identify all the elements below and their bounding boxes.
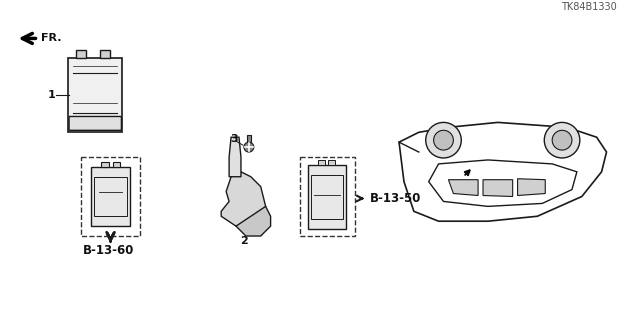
Polygon shape	[483, 180, 513, 196]
Bar	[300, 157, 355, 236]
Text: 1: 1	[47, 90, 55, 100]
Bar	[113, 162, 120, 167]
Text: 3: 3	[230, 134, 238, 144]
Text: TK84B1330: TK84B1330	[561, 2, 616, 12]
Text: B-13-50: B-13-50	[369, 192, 420, 205]
Bar	[81, 157, 140, 236]
Text: 2: 2	[240, 236, 248, 246]
Bar	[93, 177, 127, 216]
Circle shape	[544, 123, 580, 158]
Circle shape	[434, 130, 453, 150]
FancyBboxPatch shape	[69, 116, 122, 130]
Circle shape	[244, 142, 254, 152]
Circle shape	[426, 123, 461, 158]
Polygon shape	[221, 172, 266, 226]
Bar	[76, 50, 86, 58]
Polygon shape	[449, 180, 478, 196]
Polygon shape	[518, 179, 545, 196]
Bar	[247, 135, 251, 142]
Polygon shape	[229, 137, 241, 177]
Bar	[308, 165, 346, 229]
Circle shape	[552, 130, 572, 150]
Bar	[100, 162, 109, 167]
Bar	[318, 160, 325, 165]
Bar	[91, 167, 131, 226]
Text: B-13-60: B-13-60	[83, 244, 134, 257]
Bar	[100, 50, 109, 58]
Bar	[328, 160, 335, 165]
Bar	[68, 58, 122, 132]
Polygon shape	[236, 206, 271, 236]
Bar	[311, 175, 343, 219]
Text: FR.: FR.	[42, 33, 62, 44]
